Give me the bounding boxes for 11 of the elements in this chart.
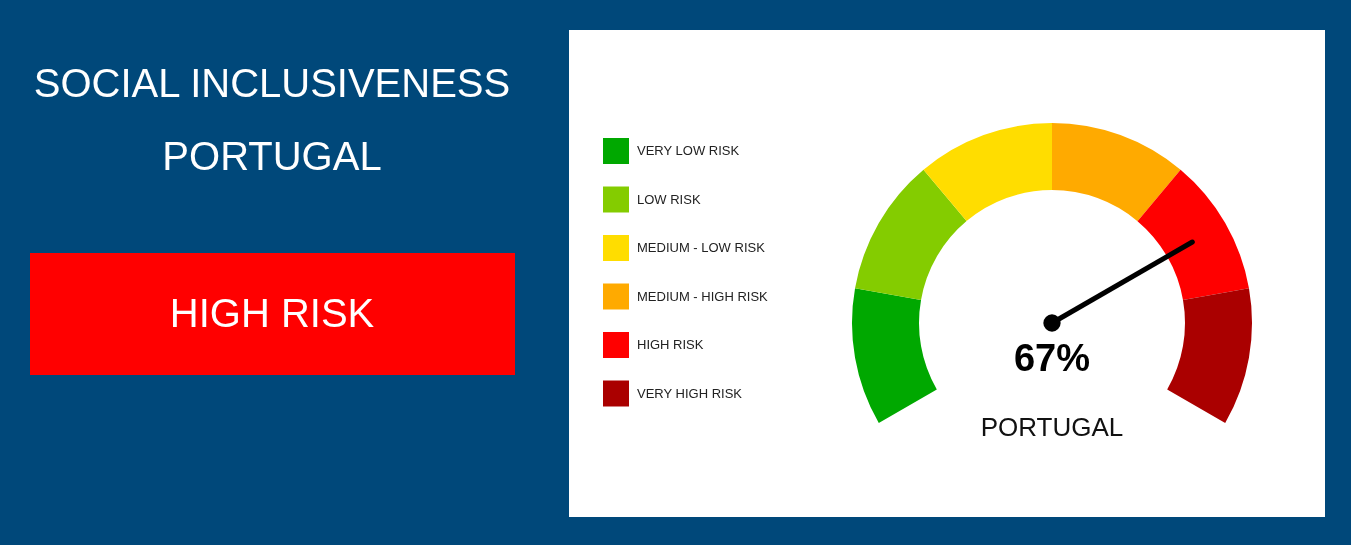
legend-label: MEDIUM - HIGH RISK: [637, 288, 769, 304]
legend-label: MEDIUM - LOW RISK: [637, 240, 766, 255]
text: PORTUGAL: [980, 412, 1124, 442]
text: HIGH RISK: [169, 291, 375, 335]
text: PORTUGAL: [162, 134, 382, 178]
text: SOCIAL INCLUSIVENESS: [33, 61, 511, 105]
legend-label: VERY LOW RISK: [637, 143, 740, 158]
text: 67%: [1013, 337, 1091, 379]
legend-label: LOW RISK: [637, 191, 701, 207]
legend-label: VERY HIGH RISK: [637, 385, 743, 401]
legend-label: HIGH RISK: [637, 337, 704, 352]
